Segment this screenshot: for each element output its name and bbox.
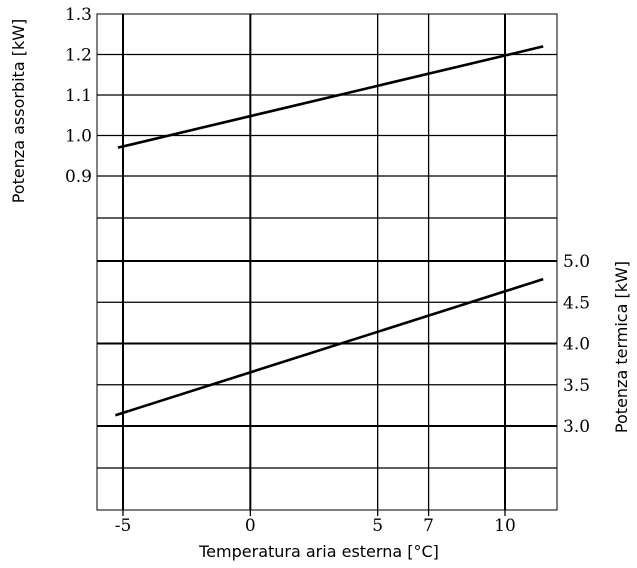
series-line-heating-power <box>114 277 544 417</box>
y-tick-label-right: 3.5 <box>563 376 590 396</box>
series-layer <box>114 45 544 417</box>
x-tick-label: 5 <box>372 516 383 536</box>
y-tick-label-left: 0.9 <box>65 167 92 187</box>
y-tick-label-right: 5.0 <box>563 252 590 272</box>
x-tick-label: 7 <box>423 516 434 536</box>
x-tick-label: -5 <box>115 516 132 536</box>
tick-labels: -5 0 5 7 10 1.3 1.2 1.1 1.0 0.9 5.0 4.5 4.0 3.5 3.0 <box>65 5 590 536</box>
y-tick-label-left: 1.1 <box>65 86 92 106</box>
y-tick-label-right: 4.0 <box>563 335 590 355</box>
grid <box>96 13 558 511</box>
y-tick-label-right: 4.5 <box>563 293 590 313</box>
y-axis-title-right: Potenza termica [kW] <box>612 261 631 433</box>
x-tick-label: 0 <box>245 516 256 536</box>
y-tick-label-left: 1.0 <box>65 127 92 147</box>
y-axis-title-left: Potenza assorbita [kW] <box>9 19 28 204</box>
series-line-power-absorbed <box>117 45 544 149</box>
x-axis-title: Temperatura aria esterna [°C] <box>198 542 439 561</box>
y-tick-label-left: 1.2 <box>65 46 92 66</box>
y-tick-label-right: 3.0 <box>563 417 590 437</box>
y-tick-label-left: 1.3 <box>65 5 92 25</box>
x-tick-label: 10 <box>494 516 516 536</box>
